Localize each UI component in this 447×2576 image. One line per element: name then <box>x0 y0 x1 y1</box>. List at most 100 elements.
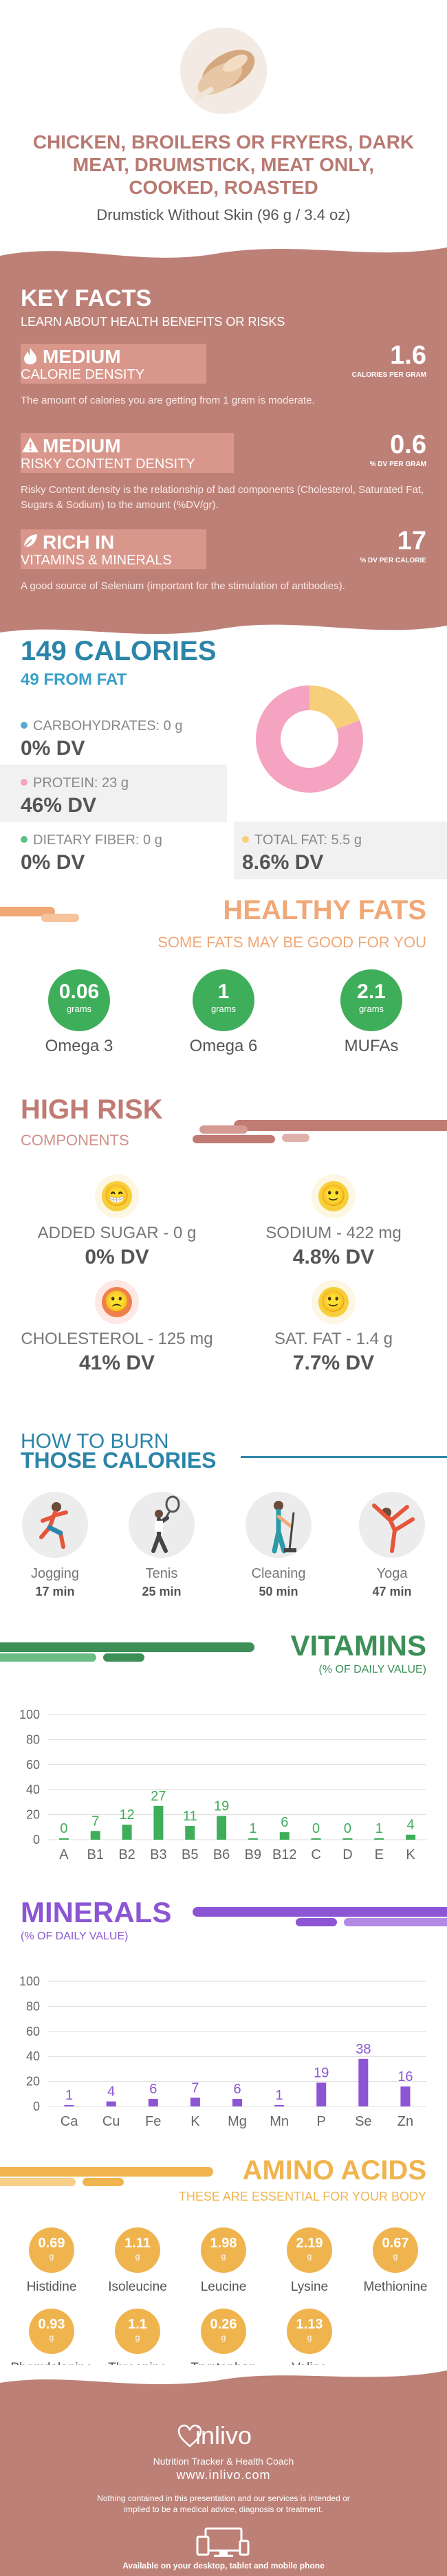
vitamins-bar-chart: 0204060801000A7B112B227B311B519B61B96B12… <box>19 1708 426 1862</box>
macro-dv: 0% DV <box>21 737 85 760</box>
availability-note: Available on your desktop, tablet and mo… <box>122 2561 325 2571</box>
amino-name: Methionine <box>363 2280 428 2294</box>
amino-value: 1.13 <box>296 2317 323 2332</box>
fact-label-box <box>21 344 206 384</box>
decor-stripe <box>193 1907 447 1926</box>
mineral-y-tick-label: 100 <box>19 1974 40 1988</box>
amino-value: 0.93 <box>38 2317 65 2332</box>
decor-stripe <box>0 2167 213 2186</box>
decor-stripe <box>193 1120 447 1143</box>
fact-unit: % DV PER CALORIE <box>360 557 426 564</box>
risk-dv: 4.8% DV <box>292 1246 375 1268</box>
high-risk-subtitle: COMPONENTS <box>21 1132 129 1149</box>
risk-sodium: 🙂 SODIUM - 422 mg 4.8% DV <box>230 1174 437 1269</box>
vitamin-bar-E <box>374 1838 384 1840</box>
amino-unit: g <box>221 2252 226 2261</box>
amino-acids-subtitle: THESE ARE ESSENTIAL FOR YOUR BODY <box>178 2190 426 2203</box>
fact-vitamins-minerals: RICH IN VITAMINS & MINERALS 17 % DV PER … <box>21 527 426 619</box>
fact-unit: CALORIES PER GRAM <box>351 371 426 379</box>
fact-unit: % DV PER GRAM <box>369 461 426 468</box>
fat-unit: grams <box>210 1004 237 1014</box>
yoga-icon <box>359 1492 425 1558</box>
amino-value: 1.1 <box>128 2317 147 2332</box>
mineral-x-tick-label: Mn <box>270 2114 289 2129</box>
heart-logo-icon <box>177 2424 202 2447</box>
vitamin-y-tick-label: 0 <box>33 1833 40 1847</box>
amino-unit: g <box>307 2252 312 2261</box>
mineral-y-tick-label: 80 <box>26 1999 40 2013</box>
mineral-x-tick-label: K <box>190 2114 200 2129</box>
jogging-icon <box>22 1492 88 1558</box>
healthy-fats-title: HEALTHY FATS <box>223 895 426 925</box>
amino-value: 1.11 <box>124 2236 151 2251</box>
macro-highlight <box>234 822 447 879</box>
vitamin-x-tick-label: B3 <box>150 1847 166 1862</box>
vitamin-bar-D <box>342 1838 353 1840</box>
vitamin-value-label: 27 <box>151 1789 166 1804</box>
vitamin-x-tick-label: E <box>375 1847 384 1862</box>
amino-isoleucine: 1.11 g Isoleucine <box>96 2227 179 2295</box>
food-title: CHICKEN, BROILERS OR FRYERS, DARK MEAT, … <box>32 131 415 198</box>
vitamin-x-tick-label: B5 <box>182 1847 198 1862</box>
mineral-value-label: 4 <box>107 2084 115 2100</box>
vitamin-x-tick-label: B2 <box>118 1847 135 1862</box>
activity-minutes: 25 min <box>142 1585 182 1598</box>
amino-name: Lysine <box>290 2280 329 2294</box>
amino-value: 1.98 <box>210 2236 237 2251</box>
amino-unit: g <box>49 2252 54 2261</box>
vitamin-y-tick-label: 100 <box>19 1708 40 1721</box>
mineral-bar-Zn <box>400 2086 411 2106</box>
amino-histidine: 0.69 g Histidine <box>10 2227 93 2295</box>
vitamin-value-label: 6 <box>281 1815 288 1830</box>
fat-mufas: 2.1 grams MUFAs <box>316 969 426 1056</box>
macro-dv: 46% DV <box>21 794 97 817</box>
amino-name: Isoleucine <box>108 2280 167 2294</box>
vitamin-y-tick-label: 20 <box>26 1808 40 1822</box>
minerals-bar-chart: 0 20 40 60 80 100 1 Ca 4 Cu 6 Fe 7 K 6 Mg 1 Mn 19 P 38 Se 16 Zn <box>19 1974 426 2129</box>
risk-dv: 0% DV <box>85 1246 149 1268</box>
warning-icon <box>21 437 40 458</box>
decor-stripe <box>0 907 79 922</box>
vitamin-x-tick-label: D <box>342 1847 352 1862</box>
macro-dv: 0% DV <box>21 851 85 874</box>
vitamin-bar-B5 <box>185 1825 195 1840</box>
vitamin-bar-K <box>406 1834 416 1840</box>
chicken-drumstick-photo <box>180 27 267 114</box>
fact-name: CALORIE DENSITY <box>21 367 145 382</box>
fat-name: Omega 3 <box>45 1037 113 1055</box>
amino-methionine: 0.67 g Methionine <box>354 2227 437 2295</box>
vitamin-value-label: 0 <box>60 1821 67 1836</box>
vitamin-bar-B12 <box>279 1832 290 1840</box>
fact-level: MEDIUM <box>43 346 121 367</box>
amino-unit: g <box>221 2333 226 2342</box>
fact-label-box <box>21 529 206 569</box>
mineral-bar-P <box>316 2082 327 2106</box>
activity-name: Cleaning <box>251 1566 306 1581</box>
amino-value: 0.67 <box>382 2236 409 2251</box>
vitamin-x-tick-label: K <box>406 1847 415 1862</box>
macro-total-fat: TOTAL FAT: 5.5 g 8.6% DV <box>242 833 362 874</box>
fact-level: MEDIUM <box>43 435 121 456</box>
fact-calorie-density: MEDIUM CALORIE DENSITY 1.6 CALORIES PER … <box>21 341 426 419</box>
mineral-value-label: 1 <box>65 2088 73 2103</box>
tennis-icon <box>129 1492 195 1558</box>
fact-name: VITAMINS & MINERALS <box>21 553 172 568</box>
amino-unit: g <box>393 2252 398 2261</box>
fact-description: The amount of calories you are getting f… <box>21 395 315 406</box>
amino-unit: g <box>135 2333 140 2342</box>
vitamin-value-label: 0 <box>312 1821 320 1836</box>
decor-line <box>241 1456 447 1458</box>
mineral-bar-Mn <box>274 2105 285 2106</box>
vitamin-x-tick-label: B6 <box>213 1847 230 1862</box>
macro-carbohydrates: CARBOHYDRATES: 0 g 0% DV <box>21 718 182 760</box>
protein-dot <box>21 779 28 786</box>
risk-dv: 41% DV <box>78 1352 155 1374</box>
mineral-bar-K <box>190 2098 200 2106</box>
brand-url[interactable]: www.inlivo.com <box>176 2468 271 2482</box>
amino-value: 2.19 <box>296 2236 323 2251</box>
macro-label: CARBOHYDRATES: 0 g <box>33 718 183 734</box>
vitamin-bar-B1 <box>90 1831 100 1840</box>
fact-label-box <box>21 433 234 473</box>
vitamin-bar-B6 <box>217 1816 227 1840</box>
fact-value: 17 <box>397 527 426 555</box>
